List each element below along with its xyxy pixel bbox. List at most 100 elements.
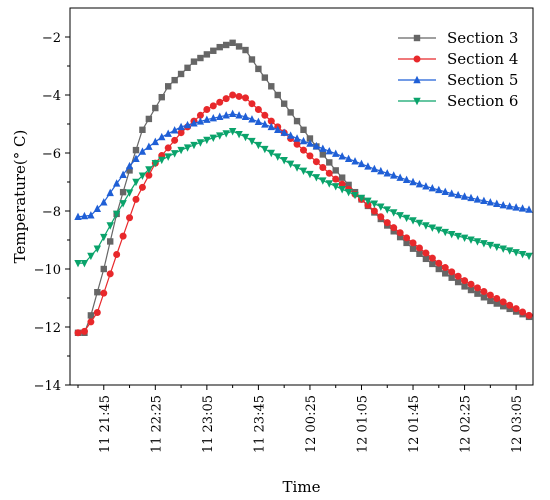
data-point xyxy=(473,195,482,203)
data-point xyxy=(403,239,410,247)
data-point xyxy=(345,181,352,189)
data-point xyxy=(107,238,114,245)
data-point xyxy=(325,169,333,177)
data-point xyxy=(132,195,140,203)
data-point xyxy=(216,98,224,106)
x-axis-title: Time xyxy=(283,478,321,496)
data-point xyxy=(255,65,262,73)
data-point xyxy=(261,74,269,81)
data-point xyxy=(87,211,95,219)
data-point xyxy=(216,132,224,140)
data-point xyxy=(390,209,398,217)
data-point xyxy=(493,243,501,252)
data-point xyxy=(505,247,514,255)
data-point xyxy=(216,43,223,51)
legend-item: Section 5 xyxy=(398,71,518,89)
data-point xyxy=(377,166,385,175)
data-point xyxy=(286,160,295,169)
data-point xyxy=(299,136,308,145)
data-point xyxy=(403,234,411,242)
data-point xyxy=(177,129,185,137)
data-point xyxy=(151,137,160,146)
x-tick-label: 11 23:05 xyxy=(201,395,216,453)
x-tick-label: 11 23:45 xyxy=(252,395,267,453)
data-point xyxy=(326,159,333,166)
data-point xyxy=(235,92,243,100)
data-point xyxy=(119,232,127,240)
data-point xyxy=(248,137,256,146)
data-point xyxy=(499,245,507,253)
data-point xyxy=(415,179,424,188)
data-point xyxy=(518,204,527,212)
data-point xyxy=(132,178,140,187)
data-point xyxy=(229,91,237,99)
data-point xyxy=(506,305,513,313)
data-point xyxy=(332,149,340,157)
data-point xyxy=(183,120,192,129)
data-point xyxy=(280,157,288,165)
data-point xyxy=(377,213,385,221)
data-point xyxy=(93,245,102,253)
legend-marker xyxy=(413,34,421,42)
data-point xyxy=(493,199,501,207)
data-point xyxy=(493,300,500,307)
data-point xyxy=(422,182,430,190)
data-point xyxy=(151,159,160,168)
data-point xyxy=(74,329,82,337)
data-point xyxy=(125,189,134,197)
data-point xyxy=(210,47,217,54)
data-point xyxy=(158,156,166,165)
legend-marker xyxy=(413,97,421,106)
y-axis: −14 −12 −10 −8 −6 −4 −2 xyxy=(34,31,70,394)
data-point xyxy=(447,231,456,239)
data-point xyxy=(525,205,533,213)
data-point xyxy=(454,232,462,241)
y-tick-label: −4 xyxy=(42,89,61,104)
data-point xyxy=(209,114,217,122)
data-point xyxy=(518,250,527,259)
data-point xyxy=(474,290,481,297)
data-point xyxy=(390,224,398,232)
x-tick-label: 12 01:45 xyxy=(407,395,422,453)
data-point xyxy=(261,111,269,119)
data-point xyxy=(171,136,179,144)
data-point xyxy=(435,185,443,194)
data-point xyxy=(158,93,165,101)
data-point xyxy=(152,104,159,112)
data-point xyxy=(500,303,507,310)
data-point xyxy=(280,100,288,107)
data-point xyxy=(242,94,250,102)
data-point xyxy=(512,305,520,313)
legend-item: Section 3 xyxy=(398,29,518,47)
data-point xyxy=(390,228,397,235)
data-point xyxy=(190,141,198,150)
data-point xyxy=(467,280,475,288)
data-point xyxy=(422,222,430,230)
data-point xyxy=(396,229,404,237)
data-point xyxy=(222,95,230,103)
data-point xyxy=(435,265,442,273)
series-section-5 xyxy=(74,109,533,220)
data-point xyxy=(112,179,121,187)
data-point xyxy=(441,264,449,272)
data-point xyxy=(383,206,391,214)
data-point xyxy=(422,249,430,257)
data-point xyxy=(486,291,494,299)
data-point xyxy=(467,286,475,294)
data-point xyxy=(506,301,514,309)
data-point xyxy=(100,233,108,242)
data-point xyxy=(473,284,481,292)
data-point xyxy=(486,241,495,250)
data-point xyxy=(383,169,391,177)
data-point xyxy=(319,151,327,158)
data-point xyxy=(274,125,282,133)
data-point xyxy=(145,115,153,123)
data-point xyxy=(87,312,95,319)
data-point xyxy=(396,173,404,181)
data-point xyxy=(409,177,417,186)
data-point xyxy=(454,272,462,280)
data-point xyxy=(125,161,134,170)
data-point xyxy=(300,146,307,154)
data-point xyxy=(460,234,469,243)
legend-item: Section 6 xyxy=(398,92,518,110)
